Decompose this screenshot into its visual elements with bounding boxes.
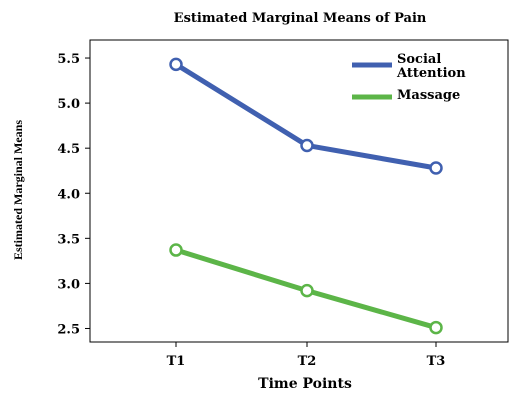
x-tick-label-t3: T3 bbox=[427, 354, 446, 369]
data-point bbox=[169, 57, 183, 72]
data-point bbox=[429, 320, 443, 335]
y-tick-label: 4.5 bbox=[57, 142, 80, 157]
legend-label: Massage bbox=[397, 88, 460, 103]
x-tick-label-t1: T1 bbox=[167, 354, 186, 369]
y-axis-label: Estimated Marginal Means bbox=[11, 120, 25, 260]
x-tick-label-t2: T2 bbox=[298, 354, 317, 369]
data-point bbox=[300, 283, 314, 298]
series-group bbox=[169, 57, 443, 335]
x-axis: T1 T2 T3 bbox=[167, 342, 446, 369]
y-tick-label: 3.5 bbox=[57, 232, 80, 247]
x-axis-label: Time Points bbox=[258, 376, 352, 392]
legend-label: Social bbox=[397, 52, 441, 67]
data-point bbox=[169, 243, 183, 257]
y-tick-label: 5.0 bbox=[57, 97, 80, 112]
data-point bbox=[300, 138, 314, 153]
y-tick-label: 2.5 bbox=[57, 322, 80, 337]
y-tick-label: 5.5 bbox=[57, 52, 80, 67]
legend-label: Attention bbox=[396, 66, 466, 81]
y-tick-label: 3.0 bbox=[57, 277, 80, 292]
chart-title: Estimated Marginal Means of Pain bbox=[174, 11, 427, 26]
data-point bbox=[429, 161, 443, 175]
plot-frame bbox=[89, 39, 509, 343]
y-axis: 2.5 3.0 3.5 4.0 4.5 5.0 5.5 bbox=[57, 52, 90, 337]
y-tick-label: 4.0 bbox=[57, 187, 80, 202]
